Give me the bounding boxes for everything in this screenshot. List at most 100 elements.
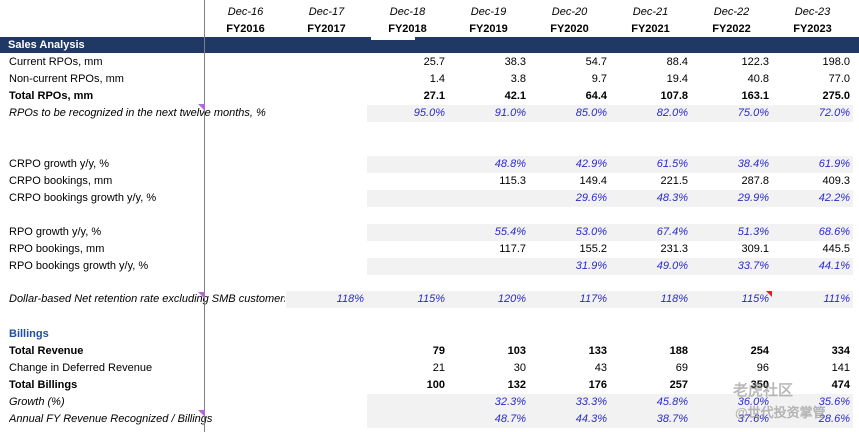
- table-cell[interactable]: 30: [513, 362, 526, 374]
- table-cell[interactable]: [286, 360, 367, 377]
- table-cell[interactable]: [286, 343, 367, 360]
- table-cell[interactable]: 49.0%: [610, 258, 691, 275]
- table-cell[interactable]: 88.4: [666, 56, 688, 68]
- table-cell[interactable]: 72.0%: [772, 105, 853, 122]
- table-cell[interactable]: 29.6%: [529, 190, 610, 207]
- table-cell[interactable]: [205, 258, 286, 275]
- table-cell[interactable]: 27.1: [423, 90, 445, 102]
- table-cell[interactable]: [286, 88, 367, 105]
- table-cell[interactable]: 409.3: [822, 175, 850, 187]
- table-cell[interactable]: 117.7: [499, 243, 526, 255]
- table-cell[interactable]: 334: [831, 345, 850, 357]
- table-cell[interactable]: 141: [831, 362, 850, 374]
- table-cell[interactable]: 107.8: [660, 90, 688, 102]
- table-cell[interactable]: 42.2%: [772, 190, 853, 207]
- table-cell[interactable]: 61.5%: [610, 156, 691, 173]
- table-cell[interactable]: 67.4%: [610, 224, 691, 241]
- table-cell[interactable]: 350: [750, 379, 769, 391]
- table-cell[interactable]: 155.2: [579, 243, 607, 255]
- table-cell[interactable]: 188: [669, 345, 688, 357]
- table-cell[interactable]: 29.9%: [691, 190, 772, 207]
- table-cell[interactable]: 19.4: [666, 73, 688, 85]
- table-cell[interactable]: [286, 326, 367, 343]
- table-cell[interactable]: 91.0%: [448, 105, 529, 122]
- table-cell[interactable]: 115.3: [499, 175, 526, 187]
- table-cell[interactable]: 44.1%: [772, 258, 853, 275]
- table-cell[interactable]: 75.0%: [691, 105, 772, 122]
- table-cell[interactable]: [205, 88, 286, 105]
- table-cell[interactable]: [367, 173, 448, 190]
- table-cell[interactable]: 44.3%: [529, 411, 610, 428]
- table-cell[interactable]: 31.9%: [529, 258, 610, 275]
- table-cell[interactable]: [205, 71, 286, 88]
- table-cell[interactable]: [205, 360, 286, 377]
- table-cell[interactable]: [448, 326, 529, 343]
- row-label[interactable]: Billings: [9, 328, 49, 340]
- table-cell[interactable]: 40.8: [747, 73, 769, 85]
- table-cell[interactable]: 133: [588, 345, 607, 357]
- table-cell[interactable]: [286, 156, 367, 173]
- table-cell[interactable]: 287.8: [741, 175, 769, 187]
- table-cell[interactable]: 221.5: [660, 175, 688, 187]
- table-cell[interactable]: 38.4%: [691, 156, 772, 173]
- table-cell[interactable]: 118%: [610, 291, 691, 308]
- table-cell[interactable]: 254: [750, 345, 769, 357]
- row-label[interactable]: Total Billings: [9, 379, 78, 391]
- table-cell[interactable]: [205, 54, 286, 71]
- table-cell[interactable]: [286, 241, 367, 258]
- table-cell[interactable]: [367, 411, 448, 428]
- table-cell[interactable]: 54.7: [585, 56, 607, 68]
- table-cell[interactable]: 42.9%: [529, 156, 610, 173]
- table-cell[interactable]: 257: [669, 379, 688, 391]
- table-cell[interactable]: [286, 173, 367, 190]
- table-cell[interactable]: [610, 326, 691, 343]
- table-cell[interactable]: [529, 326, 610, 343]
- table-cell[interactable]: 111%: [772, 291, 853, 308]
- table-cell[interactable]: 445.5: [822, 243, 850, 255]
- table-cell[interactable]: 275.0: [822, 90, 850, 102]
- row-label[interactable]: Total Revenue: [9, 345, 84, 357]
- table-cell[interactable]: [367, 156, 448, 173]
- table-cell[interactable]: 55.4%: [448, 224, 529, 241]
- row-label[interactable]: CRPO bookings, mm: [9, 175, 113, 187]
- table-cell[interactable]: 48.7%: [448, 411, 529, 428]
- table-cell[interactable]: [367, 224, 448, 241]
- table-cell[interactable]: 118%: [286, 291, 367, 308]
- table-cell[interactable]: 176: [588, 379, 607, 391]
- table-cell[interactable]: [286, 54, 367, 71]
- table-cell[interactable]: 122.3: [741, 56, 769, 68]
- table-cell[interactable]: [205, 343, 286, 360]
- table-cell[interactable]: [691, 326, 772, 343]
- table-cell[interactable]: 95.0%: [367, 105, 448, 122]
- table-cell[interactable]: [367, 241, 448, 258]
- table-cell[interactable]: 231.3: [660, 243, 688, 255]
- table-cell[interactable]: [286, 394, 367, 411]
- table-cell[interactable]: [205, 377, 286, 394]
- table-cell[interactable]: 96: [756, 362, 769, 374]
- table-cell[interactable]: [367, 190, 448, 207]
- table-cell[interactable]: 309.1: [741, 243, 769, 255]
- table-cell[interactable]: 33.7%: [691, 258, 772, 275]
- table-cell[interactable]: 33.3%: [529, 394, 610, 411]
- table-cell[interactable]: 9.7: [591, 73, 607, 85]
- table-cell[interactable]: [772, 326, 853, 343]
- row-label[interactable]: CRPO growth y/y, %: [9, 158, 110, 170]
- row-label[interactable]: Annual FY Revenue Recognized / Billings: [9, 413, 213, 425]
- row-label[interactable]: RPO bookings growth y/y, %: [9, 260, 149, 272]
- table-cell[interactable]: 117%: [529, 291, 610, 308]
- table-cell[interactable]: [205, 190, 286, 207]
- table-cell[interactable]: 48.8%: [448, 156, 529, 173]
- table-cell[interactable]: 69: [675, 362, 688, 374]
- table-cell[interactable]: 474: [831, 379, 850, 391]
- row-label[interactable]: Change in Deferred Revenue: [9, 362, 153, 374]
- table-cell[interactable]: 198.0: [822, 56, 850, 68]
- table-cell[interactable]: 37.6%: [691, 411, 772, 428]
- table-cell[interactable]: 32.3%: [448, 394, 529, 411]
- table-cell[interactable]: 38.3: [504, 56, 526, 68]
- table-cell[interactable]: 21: [432, 362, 445, 374]
- table-cell[interactable]: [205, 173, 286, 190]
- table-cell[interactable]: [205, 394, 286, 411]
- table-cell[interactable]: 120%: [448, 291, 529, 308]
- table-cell[interactable]: [367, 326, 448, 343]
- row-label[interactable]: RPO growth y/y, %: [9, 226, 102, 238]
